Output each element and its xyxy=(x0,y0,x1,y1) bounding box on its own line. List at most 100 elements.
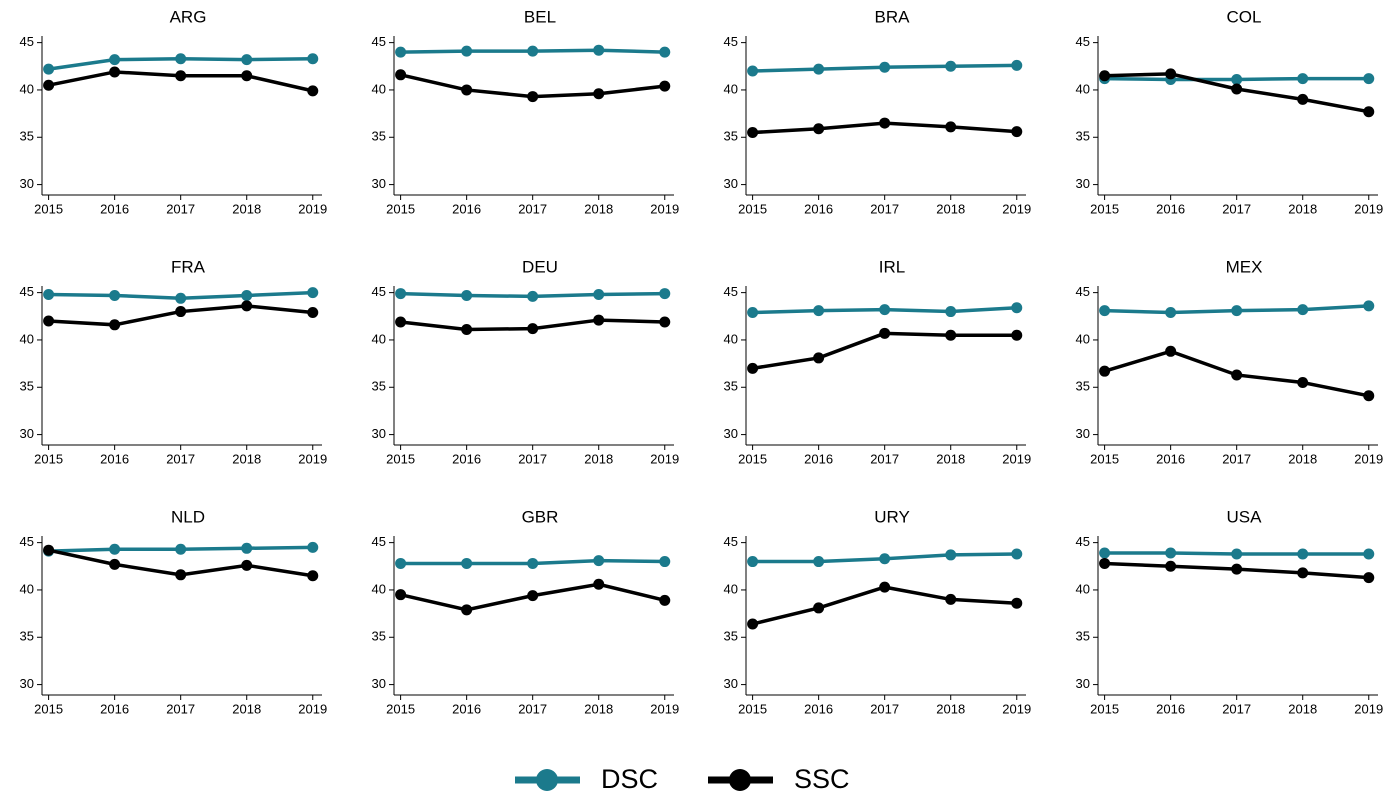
point xyxy=(879,581,891,593)
point xyxy=(307,570,319,582)
y-tick-label: 45 xyxy=(20,284,34,299)
point xyxy=(307,287,319,299)
y-tick-label: 30 xyxy=(1076,426,1090,441)
point xyxy=(241,70,253,82)
point xyxy=(879,117,891,129)
x-tick-label: 2018 xyxy=(936,451,965,466)
point xyxy=(109,543,121,555)
point xyxy=(945,593,957,605)
point xyxy=(1165,547,1177,559)
y-tick-label: 30 xyxy=(1076,676,1090,691)
x-tick-label: 2016 xyxy=(804,201,833,216)
point xyxy=(1297,73,1309,85)
point xyxy=(1231,369,1243,381)
x-tick-label: 2019 xyxy=(1354,201,1383,216)
point xyxy=(1363,572,1375,584)
point xyxy=(879,304,891,316)
point xyxy=(43,544,55,556)
x-tick-label: 2015 xyxy=(738,201,767,216)
x-tick-label: 2017 xyxy=(1222,201,1251,216)
y-tick-label: 30 xyxy=(20,176,34,191)
x-tick-label: 2018 xyxy=(936,201,965,216)
y-tick-label: 45 xyxy=(20,34,34,49)
point xyxy=(593,44,605,56)
point xyxy=(1363,106,1375,118)
x-tick-label: 2015 xyxy=(1090,451,1119,466)
x-tick-label: 2016 xyxy=(804,701,833,716)
point xyxy=(527,323,539,335)
x-tick-label: 2018 xyxy=(232,201,261,216)
point xyxy=(1011,59,1023,71)
panel-title: GBR xyxy=(522,507,559,526)
x-tick-label: 2016 xyxy=(100,201,129,216)
x-tick-label: 2015 xyxy=(34,701,63,716)
x-tick-label: 2015 xyxy=(34,201,63,216)
point xyxy=(307,85,319,97)
point xyxy=(1363,300,1375,312)
point xyxy=(813,556,825,568)
point xyxy=(527,590,539,602)
x-tick-label: 2017 xyxy=(518,701,547,716)
point xyxy=(395,69,407,81)
point xyxy=(813,63,825,75)
point xyxy=(175,543,187,555)
point xyxy=(307,307,319,318)
point xyxy=(659,316,671,328)
x-tick-label: 2018 xyxy=(1288,201,1317,216)
y-tick-label: 45 xyxy=(724,34,738,49)
y-tick-label: 45 xyxy=(724,284,738,299)
point xyxy=(1011,597,1023,609)
point xyxy=(1363,73,1375,85)
point xyxy=(1099,305,1111,317)
point xyxy=(593,289,605,301)
x-tick-label: 2019 xyxy=(1002,201,1031,216)
point xyxy=(461,84,473,96)
y-tick-label: 45 xyxy=(372,534,386,549)
panel-title: URY xyxy=(874,507,910,526)
point xyxy=(659,46,671,58)
legend-marker xyxy=(536,769,558,791)
y-tick-label: 40 xyxy=(724,581,738,596)
x-tick-label: 2018 xyxy=(936,701,965,716)
x-tick-label: 2017 xyxy=(518,451,547,466)
point xyxy=(945,329,957,341)
y-tick-label: 30 xyxy=(20,426,34,441)
x-tick-label: 2017 xyxy=(870,451,899,466)
point xyxy=(593,314,605,326)
point xyxy=(659,594,671,606)
y-tick-label: 45 xyxy=(1076,34,1090,49)
point xyxy=(593,88,605,100)
x-tick-label: 2016 xyxy=(452,451,481,466)
y-tick-label: 35 xyxy=(372,129,386,144)
point xyxy=(1231,563,1243,575)
point xyxy=(175,292,187,304)
y-tick-label: 30 xyxy=(724,176,738,191)
x-tick-label: 2016 xyxy=(804,451,833,466)
point xyxy=(1011,329,1023,341)
point xyxy=(879,327,891,339)
x-tick-label: 2016 xyxy=(1156,451,1185,466)
point xyxy=(461,45,473,57)
panel-title: MEX xyxy=(1226,257,1263,276)
point xyxy=(1297,548,1309,560)
point xyxy=(461,557,473,569)
x-tick-label: 2018 xyxy=(232,701,261,716)
y-tick-label: 35 xyxy=(724,629,738,644)
panel-title: ARG xyxy=(170,7,207,26)
x-tick-label: 2015 xyxy=(1090,701,1119,716)
x-tick-label: 2019 xyxy=(650,451,679,466)
point xyxy=(175,70,187,82)
y-tick-label: 45 xyxy=(724,534,738,549)
point xyxy=(527,91,539,103)
point xyxy=(241,54,253,66)
x-tick-label: 2016 xyxy=(100,451,129,466)
y-tick-label: 35 xyxy=(372,379,386,394)
point xyxy=(461,604,473,616)
point xyxy=(1363,390,1375,402)
x-tick-label: 2017 xyxy=(870,201,899,216)
y-tick-label: 35 xyxy=(1076,629,1090,644)
point xyxy=(1231,74,1243,86)
x-tick-label: 2016 xyxy=(452,201,481,216)
point xyxy=(241,300,253,312)
